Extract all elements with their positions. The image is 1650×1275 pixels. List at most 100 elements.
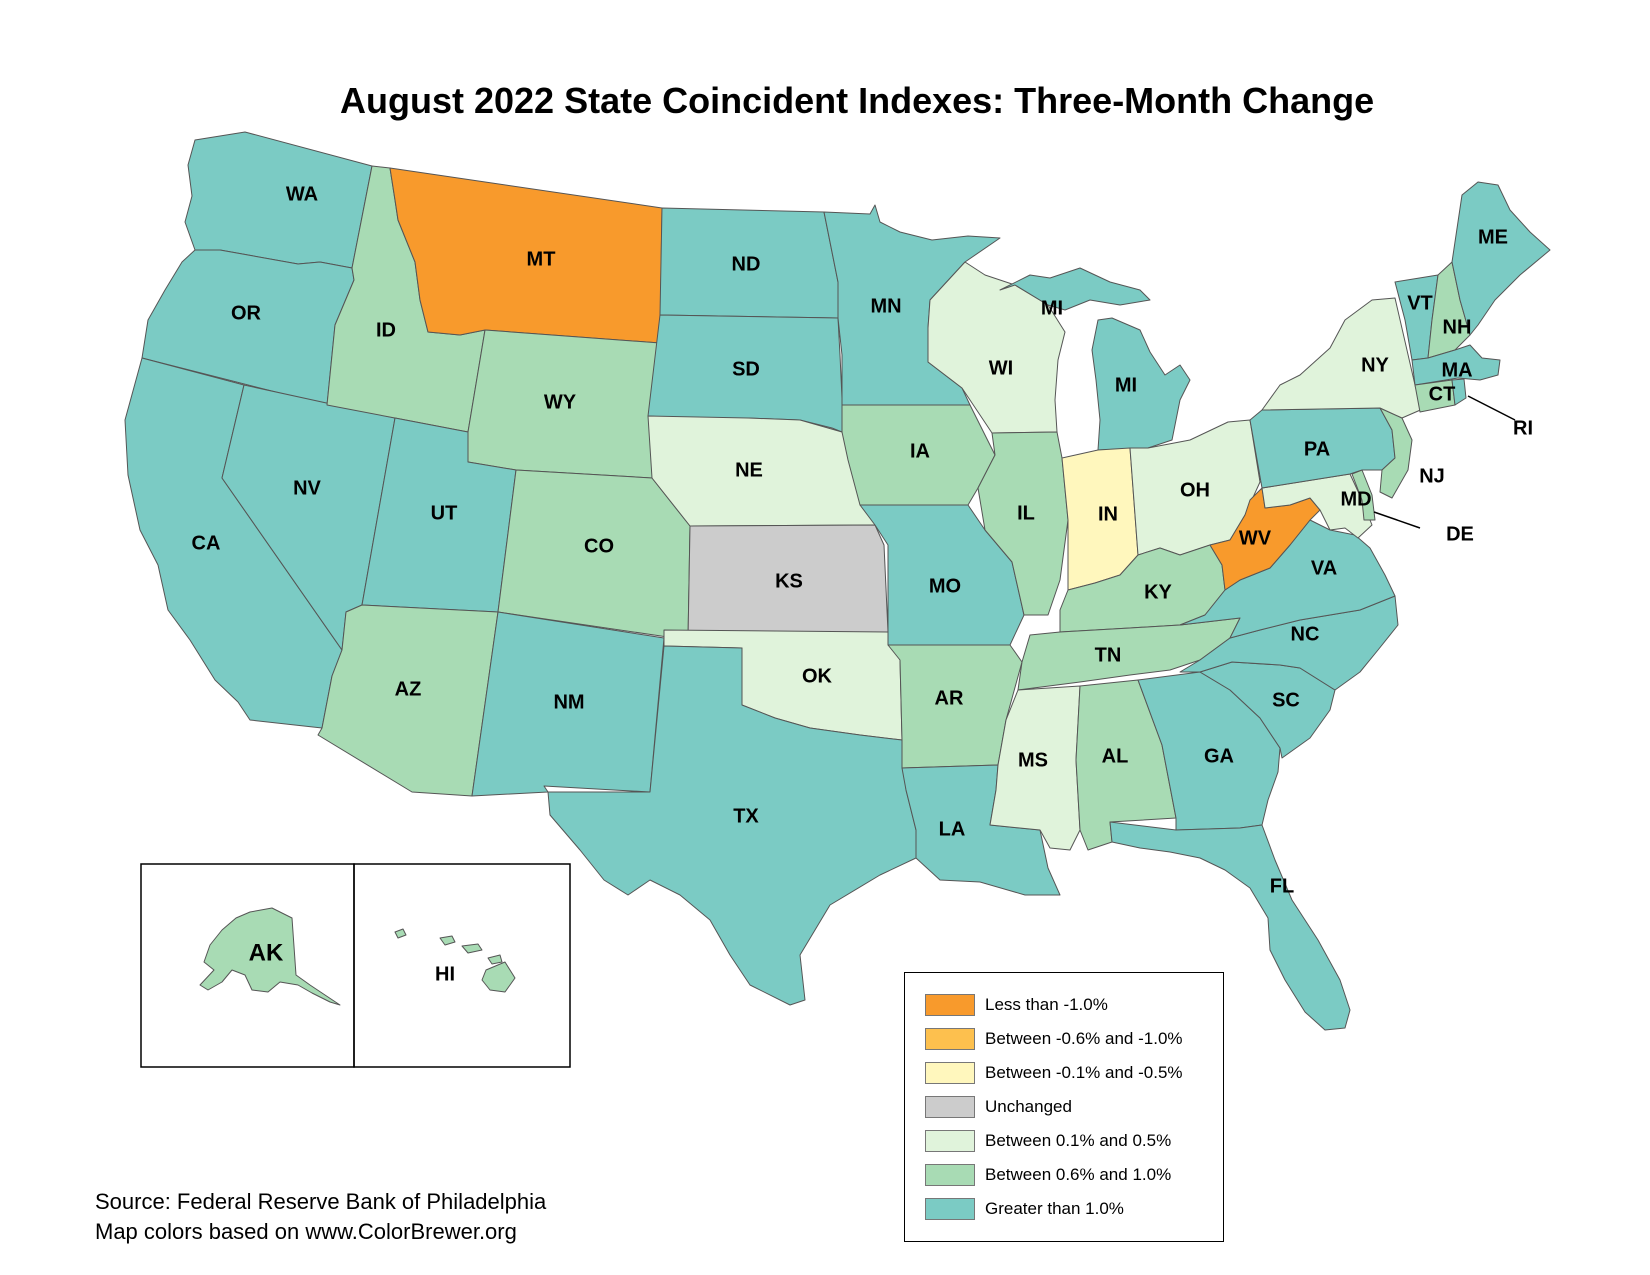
label-mo: MO — [929, 575, 961, 597]
label-or: OR — [231, 302, 262, 324]
state-ny — [1261, 297, 1441, 419]
label-wy: WY — [544, 391, 577, 413]
label-nd: ND — [732, 253, 761, 275]
state-mi — [1091, 317, 1191, 451]
label-fl: FL — [1270, 875, 1294, 897]
label-ar: AR — [935, 687, 964, 709]
label-nv: NV — [293, 477, 321, 499]
label-co: CO — [584, 535, 614, 557]
label-az: AZ — [395, 678, 422, 700]
legend-item-greater-than-1: Greater than 1.0% — [925, 1197, 1124, 1221]
label-nm: NM — [553, 691, 584, 713]
state-ct — [1414, 379, 1456, 413]
map-title: August 2022 State Coincident Indexes: Th… — [340, 80, 1375, 121]
label-ma: MA — [1441, 359, 1472, 381]
legend-swatch — [925, 1198, 975, 1220]
label-ny: NY — [1361, 354, 1389, 376]
state-ma — [1411, 344, 1501, 386]
label-mn: MN — [870, 295, 901, 317]
label-oh: OH — [1180, 479, 1210, 501]
label-nh: NH — [1443, 316, 1472, 338]
state-nj — [1379, 407, 1413, 499]
legend-item-01-to-05: Between 0.1% and 0.5% — [925, 1129, 1171, 1153]
state-me — [1451, 181, 1551, 336]
state-ak — [199, 907, 341, 1006]
label-ut: UT — [431, 502, 458, 524]
label-hi: HI — [435, 963, 455, 985]
colorbrewer-credit: Map colors based on www.ColorBrewer.org — [95, 1219, 517, 1244]
label-mt: MT — [527, 248, 556, 270]
label-ri: RI — [1513, 417, 1533, 439]
label-sd: SD — [732, 358, 760, 380]
label-la: LA — [939, 818, 966, 840]
leader-line-de — [1373, 511, 1421, 529]
label-tx: TX — [733, 805, 759, 827]
state-wa — [184, 131, 373, 269]
label-ct: CT — [1429, 383, 1456, 405]
state-tx — [547, 645, 917, 1006]
legend-swatch — [925, 1096, 975, 1118]
label-ca: CA — [192, 532, 221, 554]
legend-item-neg01-to-neg05: Between -0.1% and -0.5% — [925, 1061, 1183, 1085]
label-mi-upper: MI — [1041, 297, 1063, 319]
label-nc: NC — [1291, 623, 1320, 645]
label-me: ME — [1478, 226, 1508, 248]
state-wi — [927, 261, 1066, 434]
label-il: IL — [1017, 502, 1035, 524]
state-ri — [1451, 378, 1467, 406]
label-ia: IA — [910, 440, 930, 462]
state-hi — [481, 961, 516, 993]
source-note: Source: Federal Reserve Bank of Philadel… — [95, 1187, 546, 1247]
label-va: VA — [1311, 557, 1337, 579]
label-nj: NJ — [1419, 465, 1445, 487]
label-tn: TN — [1095, 644, 1122, 666]
inset-frame-hawaii — [353, 863, 571, 1068]
label-de: DE — [1446, 523, 1474, 545]
state-ks — [687, 524, 889, 641]
label-ok: OK — [802, 665, 833, 687]
label-ak: AK — [249, 939, 284, 966]
state-hi — [394, 928, 407, 939]
label-ms: MS — [1018, 749, 1048, 771]
label-pa: PA — [1304, 438, 1330, 460]
label-ne: NE — [735, 459, 763, 481]
state-mi-upper — [999, 267, 1151, 311]
state-hi — [487, 954, 503, 965]
legend-label: Unchanged — [985, 1097, 1072, 1116]
state-hi — [439, 935, 456, 946]
legend-item-unchanged: Unchanged — [925, 1095, 1072, 1119]
legend-label: Less than -1.0% — [985, 995, 1108, 1014]
legend-swatch — [925, 1164, 975, 1186]
state-fl — [1109, 821, 1351, 1031]
label-al: AL — [1102, 745, 1129, 767]
legend-label: Between 0.1% and 0.5% — [985, 1131, 1172, 1150]
label-ks: KS — [775, 570, 803, 592]
label-md: MD — [1340, 488, 1371, 510]
source-line: Source: Federal Reserve Bank of Philadel… — [95, 1189, 547, 1214]
state-hi — [461, 943, 483, 954]
label-ky: KY — [1144, 581, 1172, 603]
label-id: ID — [376, 319, 396, 341]
legend-swatch — [925, 1130, 975, 1152]
legend-swatch — [925, 1062, 975, 1084]
state-mo — [859, 504, 1025, 646]
legend-swatch — [925, 1028, 975, 1050]
legend-swatch — [925, 994, 975, 1016]
label-wi: WI — [989, 357, 1013, 379]
state-ia — [841, 404, 996, 506]
leader-line-ri — [1467, 395, 1516, 421]
state-az — [317, 604, 499, 797]
legend-item-less-than-neg1: Less than -1.0% — [925, 993, 1108, 1017]
legend-item-neg06-to-neg1: Between -0.6% and -1.0% — [925, 1027, 1183, 1051]
legend-label: Between -0.6% and -1.0% — [985, 1029, 1183, 1048]
label-wv: WV — [1239, 527, 1272, 549]
state-il — [977, 431, 1069, 616]
label-vt: VT — [1407, 292, 1433, 314]
legend-item-06-to-1: Between 0.6% and 1.0% — [925, 1163, 1171, 1187]
label-wa: WA — [286, 183, 318, 205]
legend-label: Greater than 1.0% — [985, 1199, 1124, 1218]
legend: Less than -1.0% Between -0.6% and -1.0% … — [904, 972, 1224, 1242]
label-mi: MI — [1115, 374, 1137, 396]
legend-label: Between -0.1% and -0.5% — [985, 1063, 1183, 1082]
legend-label: Between 0.6% and 1.0% — [985, 1165, 1172, 1184]
